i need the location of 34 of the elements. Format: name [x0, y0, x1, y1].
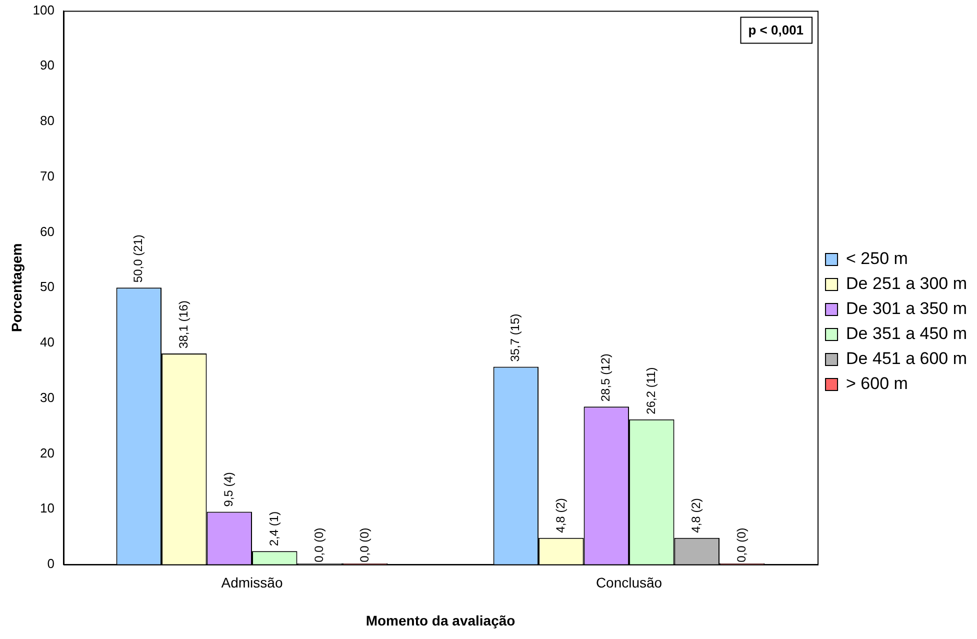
data-label: 0,0 (0): [734, 528, 748, 562]
annotation: p < 0,001: [748, 22, 804, 38]
y-tick-label: 80: [40, 113, 54, 128]
y-axis-title: Porcentagem: [8, 243, 24, 332]
y-tick-label: 20: [40, 445, 54, 460]
y-tick-label: 50: [40, 279, 54, 294]
legend-label: De 251 a 300 m: [846, 274, 967, 294]
legend-label: > 600 m: [846, 374, 908, 394]
legend-label: De 451 a 600 m: [846, 349, 967, 368]
data-label: 50,0 (21): [131, 234, 146, 283]
x-tick-label: Admissão: [221, 574, 283, 591]
data-label: 28,5 (12): [598, 354, 613, 402]
data-label: 4,8 (2): [553, 498, 568, 533]
y-tick-label: 70: [40, 168, 54, 184]
legend-label: De 351 a 450 m: [846, 324, 967, 344]
data-label: 35,7 (15): [508, 314, 522, 362]
x-tick-label: Conclusão: [596, 574, 662, 591]
data-label: 4,8 (2): [689, 498, 704, 533]
legend-label: < 250 m: [846, 249, 908, 268]
data-label: 9,5 (4): [222, 472, 236, 507]
data-label: 0,0 (0): [312, 528, 326, 562]
legend-label: De 301 a 350 m: [846, 299, 967, 318]
data-label: 38,1 (16): [176, 300, 190, 348]
y-tick-label: 100: [32, 2, 54, 18]
y-tick-label: 30: [40, 390, 54, 405]
data-label: 0,0 (0): [357, 528, 372, 562]
y-tick-label: 40: [40, 334, 54, 350]
y-tick-label: 10: [40, 500, 54, 516]
y-tick-label: 60: [40, 224, 54, 239]
y-tick-label: 90: [40, 58, 54, 73]
data-label: 2,4 (1): [266, 511, 281, 546]
x-axis-title: Momento da avaliação: [366, 612, 516, 628]
y-tick-label: 0: [47, 556, 54, 571]
data-label: 26,2 (11): [644, 367, 658, 414]
